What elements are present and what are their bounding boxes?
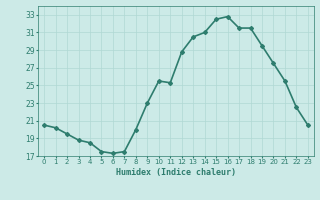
X-axis label: Humidex (Indice chaleur): Humidex (Indice chaleur) [116, 168, 236, 177]
